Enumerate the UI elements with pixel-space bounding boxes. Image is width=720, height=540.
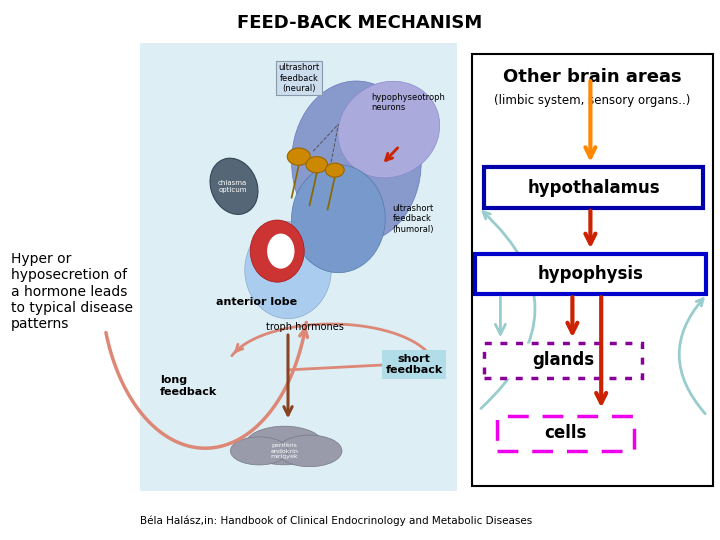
Bar <box>497 416 634 451</box>
Ellipse shape <box>267 233 294 268</box>
Text: hypothalamus: hypothalamus <box>527 179 660 197</box>
Text: Béla Halász,in: Handbook of Clinical Endocrinology and Metabolic Diseases: Béla Halász,in: Handbook of Clinical End… <box>140 516 533 526</box>
Text: periféris
endokrin
mirigyek: periféris endokrin mirigyek <box>271 442 298 460</box>
Text: (limbic system, sensory organs..): (limbic system, sensory organs..) <box>494 94 690 107</box>
Text: ultrashort
feedback
(neural): ultrashort feedback (neural) <box>278 63 320 93</box>
Ellipse shape <box>245 426 324 465</box>
FancyArrowPatch shape <box>481 212 535 409</box>
Bar <box>475 254 706 294</box>
Text: long
feedback: long feedback <box>160 375 217 397</box>
Text: FEED-BACK MECHANISM: FEED-BACK MECHANISM <box>238 14 482 31</box>
Ellipse shape <box>292 81 421 243</box>
FancyArrowPatch shape <box>679 299 705 414</box>
Ellipse shape <box>210 158 258 214</box>
Text: cells: cells <box>544 424 586 442</box>
Text: troph hormones: troph hormones <box>266 322 344 332</box>
Text: hypophyseotroph
neurons: hypophyseotroph neurons <box>371 93 445 112</box>
Text: hypophysis: hypophysis <box>537 265 644 283</box>
Ellipse shape <box>230 437 288 465</box>
Text: ultrashort
feedback
(humoral): ultrashort feedback (humoral) <box>392 204 434 234</box>
Bar <box>484 343 642 378</box>
Text: Other brain areas: Other brain areas <box>503 68 682 85</box>
Text: short
feedback: short feedback <box>385 354 443 375</box>
Circle shape <box>287 148 310 165</box>
Ellipse shape <box>251 220 304 282</box>
Bar <box>140 43 457 491</box>
Ellipse shape <box>277 435 342 467</box>
Text: chiasma
opticum: chiasma opticum <box>218 179 247 193</box>
Text: anterior lobe: anterior lobe <box>216 298 297 307</box>
Bar <box>472 54 713 486</box>
Circle shape <box>306 157 328 173</box>
Ellipse shape <box>292 165 385 273</box>
Bar <box>484 167 703 208</box>
Ellipse shape <box>338 82 440 178</box>
Text: Hyper or
hyposecretion of
a hormone leads
to typical disease
patterns: Hyper or hyposecretion of a hormone lead… <box>11 252 132 331</box>
Circle shape <box>325 163 344 177</box>
Ellipse shape <box>245 221 331 319</box>
Text: glands: glands <box>532 352 594 369</box>
